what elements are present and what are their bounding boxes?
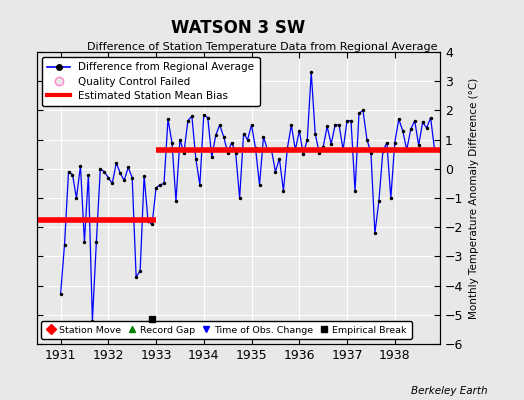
Legend: Station Move, Record Gap, Time of Obs. Change, Empirical Break: Station Move, Record Gap, Time of Obs. C… [41,321,412,339]
Text: Difference of Station Temperature Data from Regional Average: Difference of Station Temperature Data f… [87,42,437,52]
Title: WATSON 3 SW: WATSON 3 SW [171,18,305,36]
Text: Berkeley Earth: Berkeley Earth [411,386,487,396]
Y-axis label: Monthly Temperature Anomaly Difference (°C): Monthly Temperature Anomaly Difference (… [469,77,479,319]
